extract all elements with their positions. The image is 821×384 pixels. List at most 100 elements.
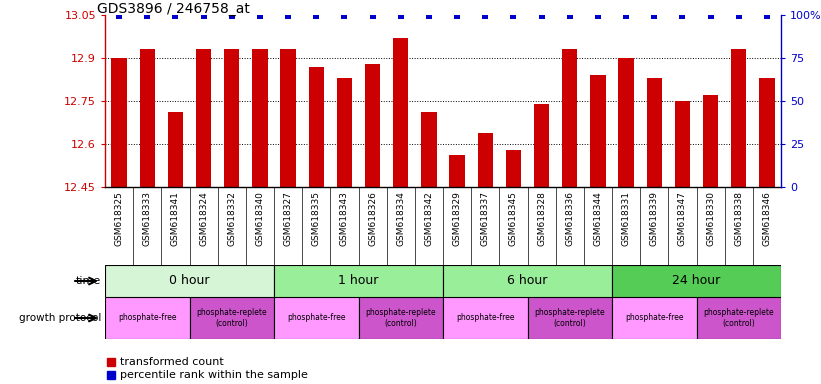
Text: GSM618337: GSM618337 bbox=[481, 191, 490, 246]
Text: GSM618325: GSM618325 bbox=[115, 191, 124, 246]
Point bbox=[112, 13, 126, 19]
Bar bbox=[478, 132, 493, 187]
Point bbox=[620, 13, 633, 19]
Bar bbox=[590, 75, 606, 187]
Bar bbox=[167, 113, 183, 187]
Bar bbox=[421, 113, 437, 187]
Point bbox=[310, 13, 323, 19]
Bar bbox=[759, 78, 775, 187]
Bar bbox=[703, 95, 718, 187]
Bar bbox=[696, 297, 781, 339]
Bar bbox=[105, 297, 190, 339]
Bar bbox=[224, 50, 240, 187]
Bar bbox=[528, 297, 612, 339]
Point bbox=[676, 13, 689, 19]
Point bbox=[366, 13, 379, 19]
Text: GSM618326: GSM618326 bbox=[368, 191, 377, 246]
Text: GSM618335: GSM618335 bbox=[312, 191, 321, 246]
Bar bbox=[105, 265, 274, 297]
Point bbox=[451, 13, 464, 19]
Bar bbox=[337, 78, 352, 187]
Bar bbox=[443, 297, 528, 339]
Point bbox=[704, 13, 718, 19]
Point bbox=[732, 13, 745, 19]
Text: GSM618328: GSM618328 bbox=[537, 191, 546, 246]
Bar bbox=[359, 297, 443, 339]
Point bbox=[225, 13, 238, 19]
Text: GSM618344: GSM618344 bbox=[594, 191, 603, 246]
Text: GSM618343: GSM618343 bbox=[340, 191, 349, 246]
Point bbox=[535, 13, 548, 19]
Text: GSM618330: GSM618330 bbox=[706, 191, 715, 246]
Text: GSM618347: GSM618347 bbox=[678, 191, 687, 246]
Bar bbox=[252, 50, 268, 187]
Bar bbox=[675, 101, 690, 187]
Text: GSM618329: GSM618329 bbox=[452, 191, 461, 246]
Bar bbox=[612, 297, 696, 339]
Text: percentile rank within the sample: percentile rank within the sample bbox=[120, 370, 308, 380]
Bar bbox=[274, 297, 359, 339]
Text: phosphate-replete
(control): phosphate-replete (control) bbox=[534, 308, 605, 328]
Text: GSM618333: GSM618333 bbox=[143, 191, 152, 246]
Bar bbox=[612, 265, 781, 297]
Text: growth protocol: growth protocol bbox=[19, 313, 101, 323]
Bar bbox=[274, 265, 443, 297]
Bar bbox=[443, 265, 612, 297]
Point bbox=[507, 13, 520, 19]
Text: GSM618331: GSM618331 bbox=[621, 191, 631, 246]
Text: time: time bbox=[76, 276, 101, 286]
Text: GSM618336: GSM618336 bbox=[565, 191, 574, 246]
Point bbox=[197, 13, 210, 19]
Bar bbox=[190, 297, 274, 339]
Bar bbox=[365, 64, 380, 187]
Text: transformed count: transformed count bbox=[120, 357, 223, 367]
Text: GSM618334: GSM618334 bbox=[397, 191, 406, 246]
Text: phosphate-free: phosphate-free bbox=[118, 313, 177, 323]
Point bbox=[760, 13, 773, 19]
Text: GSM618345: GSM618345 bbox=[509, 191, 518, 246]
Bar bbox=[534, 104, 549, 187]
Point bbox=[648, 13, 661, 19]
Text: phosphate-free: phosphate-free bbox=[625, 313, 684, 323]
Text: GSM618340: GSM618340 bbox=[255, 191, 264, 246]
Bar bbox=[280, 50, 296, 187]
Text: 1 hour: 1 hour bbox=[338, 275, 378, 288]
Text: 6 hour: 6 hour bbox=[507, 275, 548, 288]
Text: GSM618338: GSM618338 bbox=[734, 191, 743, 246]
Text: GSM618332: GSM618332 bbox=[227, 191, 236, 246]
Bar bbox=[112, 58, 126, 187]
Bar bbox=[731, 50, 746, 187]
Point bbox=[394, 13, 407, 19]
Text: GDS3896 / 246758_at: GDS3896 / 246758_at bbox=[97, 2, 250, 16]
Text: phosphate-replete
(control): phosphate-replete (control) bbox=[365, 308, 436, 328]
Text: GSM618342: GSM618342 bbox=[424, 191, 433, 246]
Bar bbox=[562, 50, 577, 187]
Text: GSM618346: GSM618346 bbox=[763, 191, 772, 246]
Text: GSM618341: GSM618341 bbox=[171, 191, 180, 246]
Text: phosphate-replete
(control): phosphate-replete (control) bbox=[196, 308, 267, 328]
Text: phosphate-free: phosphate-free bbox=[456, 313, 515, 323]
Bar bbox=[196, 50, 211, 187]
Bar bbox=[309, 66, 324, 187]
Point bbox=[254, 13, 267, 19]
Point bbox=[338, 13, 351, 19]
Bar bbox=[506, 150, 521, 187]
Bar bbox=[646, 78, 662, 187]
Bar bbox=[449, 156, 465, 187]
Point bbox=[282, 13, 295, 19]
Point bbox=[140, 13, 154, 19]
Text: phosphate-free: phosphate-free bbox=[287, 313, 346, 323]
Text: phosphate-replete
(control): phosphate-replete (control) bbox=[704, 308, 774, 328]
Point bbox=[479, 13, 492, 19]
Point bbox=[422, 13, 435, 19]
Text: GSM618327: GSM618327 bbox=[283, 191, 292, 246]
Point bbox=[563, 13, 576, 19]
Bar bbox=[140, 50, 155, 187]
Point bbox=[169, 13, 182, 19]
Text: 0 hour: 0 hour bbox=[169, 275, 209, 288]
Text: GSM618324: GSM618324 bbox=[199, 191, 208, 246]
Point bbox=[591, 13, 604, 19]
Text: 24 hour: 24 hour bbox=[672, 275, 721, 288]
Text: GSM618339: GSM618339 bbox=[649, 191, 658, 246]
Bar bbox=[393, 38, 409, 187]
